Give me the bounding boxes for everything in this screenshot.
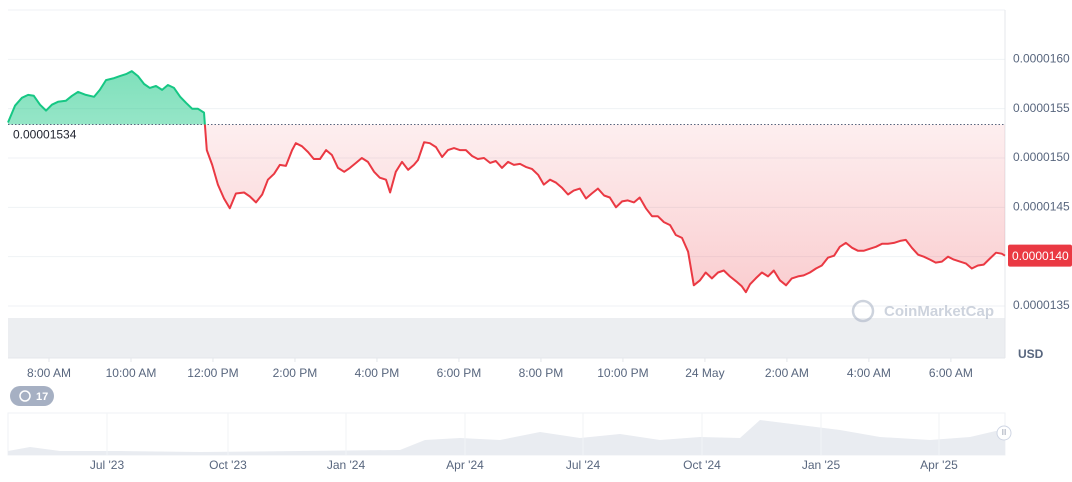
last-price-tag [1008,244,1072,267]
x-tick-label: 10:00 PM [597,366,648,380]
navigator-label: Oct '23 [209,458,247,472]
badge-count: 17 [36,391,48,403]
y-tick-label: 0.0000145 [1013,200,1070,214]
svg-text:II: II [1002,428,1006,437]
x-tick-label: 6:00 PM [437,366,482,380]
x-tick-label: 4:00 PM [355,366,400,380]
navigator-label: Oct '24 [683,458,721,472]
volume-strip [8,318,1005,358]
price-line [7,70,1006,294]
x-tick-label: 2:00 AM [765,366,809,380]
x-tick-label: 2:00 PM [273,366,318,380]
navigator-label: Jan '25 [802,458,841,472]
navigator-handle[interactable] [996,425,1012,441]
x-tick-label: 4:00 AM [847,366,891,380]
x-tick-label: 8:00 AM [27,366,71,380]
x-tick-label: 24 May [685,366,724,380]
area-fill-down [204,124,1005,293]
x-tick-label: 8:00 PM [519,366,564,380]
y-axis-label: USD [1018,347,1044,361]
baseline-label: 0.00001534 [13,128,77,142]
baseline-label-bg [8,126,82,144]
badge-bg[interactable] [10,386,54,406]
x-tick-label: 6:00 AM [929,366,973,380]
y-tick-label: 0.0000155 [1013,101,1070,115]
y-tick-label: 0.0000150 [1013,150,1070,164]
y-tick-label: 0.0000135 [1013,298,1070,312]
watermark-text: CoinMarketCap [884,303,994,320]
y-tick-label: 0.0000160 [1013,52,1070,66]
x-tick-label: 10:00 AM [106,366,157,380]
plot: 0.00001534 0.0000140 [7,70,1072,294]
navigator-label: Jan '24 [327,458,366,472]
navigator-area [8,420,1005,455]
navigator-label: Jul '23 [90,458,125,472]
last-price-label: 0.0000140 [1012,249,1069,263]
x-tick-label: 12:00 PM [187,366,238,380]
navigator-label: Jul '24 [566,458,601,472]
navigator[interactable]: II Jul '23 Oct '23 Jan '24 Apr '24 Jul '24 Oc… [7,412,1012,472]
area-fill-up [8,71,1005,125]
watermark: CoinMarketCap [851,299,994,323]
navigator-label: Apr '25 [920,458,958,472]
navigator-label: Apr '24 [446,458,484,472]
badge[interactable]: 17 [10,386,54,406]
